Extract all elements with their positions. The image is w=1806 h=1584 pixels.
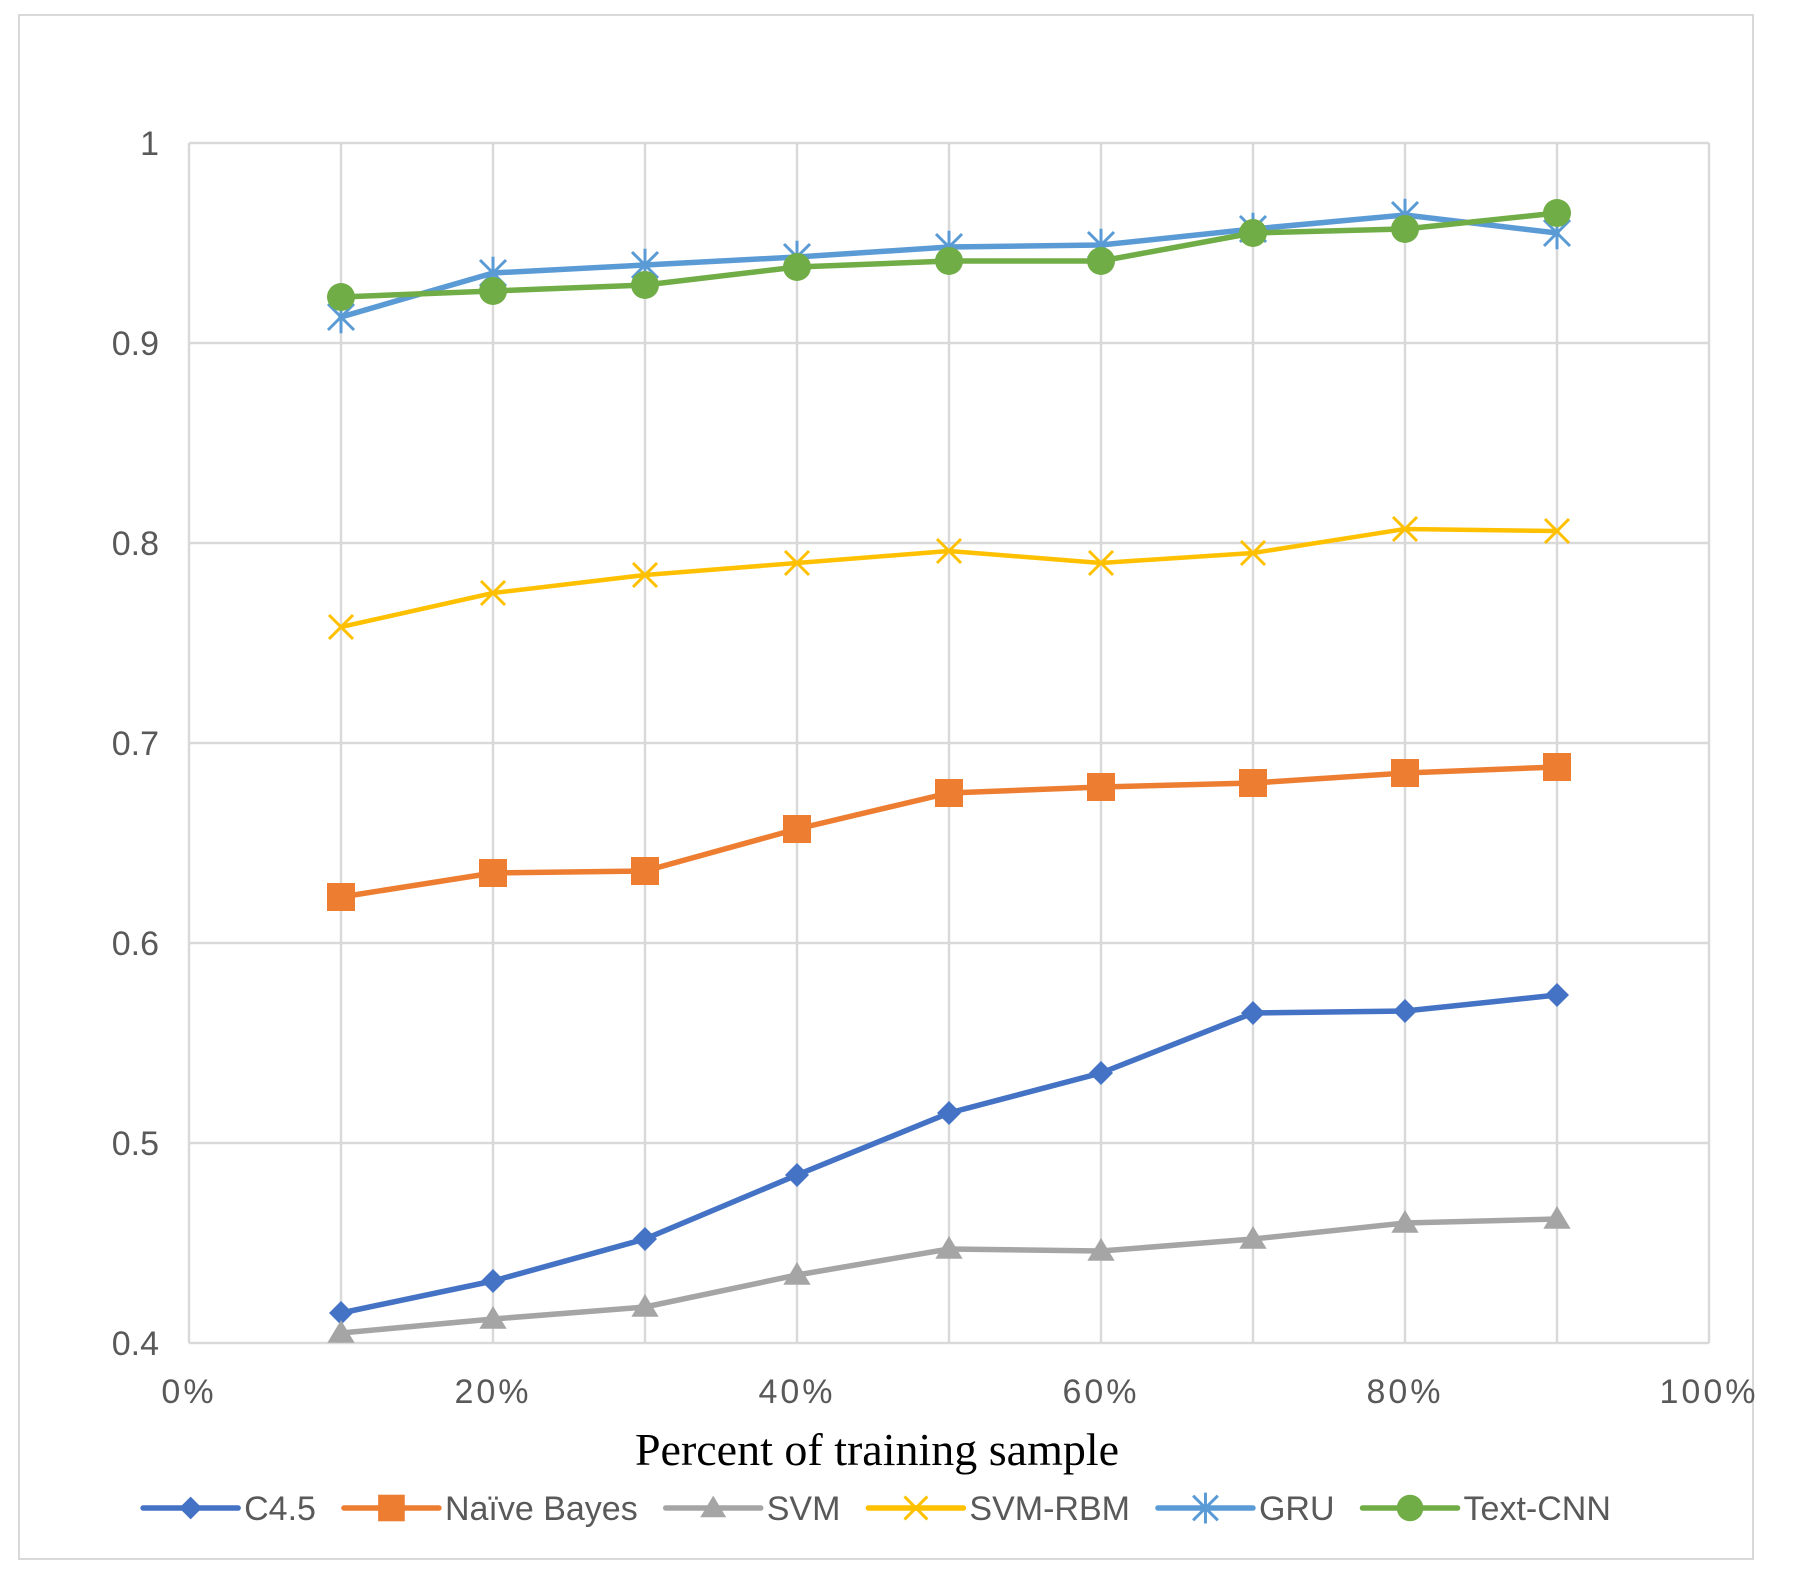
data-point-c4-5	[1393, 999, 1417, 1023]
data-point-naive-bayes	[935, 779, 963, 807]
data-point-text-cnn	[783, 253, 811, 281]
axis-layer: 0.4 0.5 0.6 0.7 0.8 0.9 1 0% 20% 40% 60% 80% 100%	[112, 125, 1759, 1411]
data-point-text-cnn	[1543, 199, 1571, 227]
data-point-naive-bayes	[1543, 753, 1571, 781]
data-point-text-cnn	[935, 247, 963, 275]
grid-layer	[187, 141, 1711, 1345]
x-tick-label: 0%	[161, 1373, 216, 1411]
data-point-c4-5	[633, 1227, 657, 1251]
data-point-text-cnn	[1391, 215, 1419, 243]
legend-item-svm-rbm: SVM-RBM	[865, 1490, 1130, 1528]
y-tick-label: 0.7	[112, 725, 159, 763]
data-point-svm	[1239, 1226, 1267, 1249]
y-tick-label: 0.5	[112, 1125, 159, 1163]
legend-label-svm: SVM	[767, 1490, 841, 1528]
data-point-svm-rbm	[1239, 539, 1267, 567]
data-point-text-cnn	[327, 283, 355, 311]
data-point-svm	[631, 1294, 659, 1317]
legend-item-svm: SVM	[662, 1490, 841, 1528]
series-text-cnn	[327, 199, 1571, 311]
data-point-svm	[935, 1236, 963, 1259]
data-point-svm-rbm	[1543, 517, 1571, 545]
legend-label-gru: GRU	[1259, 1490, 1335, 1528]
data-point-svm	[1087, 1238, 1115, 1261]
series-naive-bayes	[327, 753, 1571, 911]
x-axis-title: Percent of training sample	[635, 1424, 1119, 1475]
data-point-text-cnn	[1087, 247, 1115, 275]
x-tick-label: 40%	[758, 1373, 835, 1411]
data-point-c4-5	[785, 1163, 809, 1187]
data-point-c4-5	[937, 1101, 961, 1125]
y-tick-label: 0.9	[112, 325, 159, 363]
data-point-svm-rbm	[1391, 515, 1419, 543]
legend-item-naive-bayes: Naïve Bayes	[341, 1490, 638, 1528]
legend-label-svm-rbm: SVM-RBM	[969, 1490, 1130, 1528]
legend-marker-gru	[1192, 1492, 1219, 1524]
y-tick-label: 0.4	[112, 1325, 159, 1363]
data-point-c4-5	[329, 1301, 353, 1325]
data-point-svm	[1391, 1210, 1419, 1233]
x-tick-label: 100%	[1660, 1373, 1759, 1411]
x-tick-label: 60%	[1062, 1373, 1139, 1411]
x-tick-label: 80%	[1366, 1373, 1443, 1411]
data-point-svm	[783, 1262, 811, 1285]
data-point-naive-bayes	[1391, 759, 1419, 787]
series-c4-5	[329, 983, 1569, 1325]
x-tick-label: 20%	[454, 1373, 531, 1411]
legend-marker-naive-bayes	[378, 1494, 405, 1522]
data-point-naive-bayes	[783, 815, 811, 843]
data-point-svm	[327, 1320, 355, 1343]
y-tick-label: 0.6	[112, 925, 159, 963]
chart-frame	[18, 14, 1754, 1560]
series-layer	[326, 198, 1572, 1343]
data-point-text-cnn	[1239, 219, 1267, 247]
data-point-naive-bayes	[479, 859, 507, 887]
data-point-svm-rbm	[479, 579, 507, 607]
data-point-text-cnn	[479, 277, 507, 305]
data-point-svm	[1543, 1206, 1571, 1229]
y-tick-label: 1	[140, 125, 159, 163]
data-point-svm-rbm	[631, 561, 659, 589]
legend-label-c4-5: C4.5	[244, 1490, 316, 1528]
legend-item-text-cnn: Text-CNN	[1359, 1490, 1611, 1528]
data-point-svm	[479, 1306, 507, 1329]
series-svm	[327, 1206, 1571, 1343]
data-point-naive-bayes	[327, 883, 355, 911]
data-point-text-cnn	[631, 271, 659, 299]
data-point-svm-rbm	[327, 613, 355, 641]
data-point-svm-rbm	[935, 537, 963, 565]
data-point-c4-5	[1241, 1001, 1265, 1025]
legend-marker-c4-5	[179, 1496, 203, 1520]
data-point-naive-bayes	[1239, 769, 1267, 797]
legend-item-gru: GRU	[1155, 1490, 1335, 1528]
legend-marker-svm	[700, 1495, 727, 1518]
data-point-svm-rbm	[1087, 549, 1115, 577]
data-point-c4-5	[1089, 1061, 1113, 1085]
legend-label-naive-bayes: Naïve Bayes	[445, 1490, 638, 1528]
legend-marker-text-cnn	[1396, 1494, 1424, 1522]
legend-label-text-cnn: Text-CNN	[1464, 1490, 1611, 1528]
data-point-naive-bayes	[1087, 773, 1115, 801]
legend: C4.5 Naïve Bayes SVM SVM-RBM GRU Text-CNN	[140, 1490, 1611, 1528]
data-point-c4-5	[1545, 983, 1569, 1007]
legend-item-c4-5: C4.5	[140, 1490, 316, 1528]
legend-marker-svm-rbm	[903, 1495, 929, 1521]
data-point-svm-rbm	[783, 549, 811, 577]
y-tick-label: 0.8	[112, 525, 159, 563]
series-svm-rbm	[327, 515, 1571, 641]
data-point-naive-bayes	[631, 857, 659, 885]
data-point-c4-5	[481, 1269, 505, 1293]
